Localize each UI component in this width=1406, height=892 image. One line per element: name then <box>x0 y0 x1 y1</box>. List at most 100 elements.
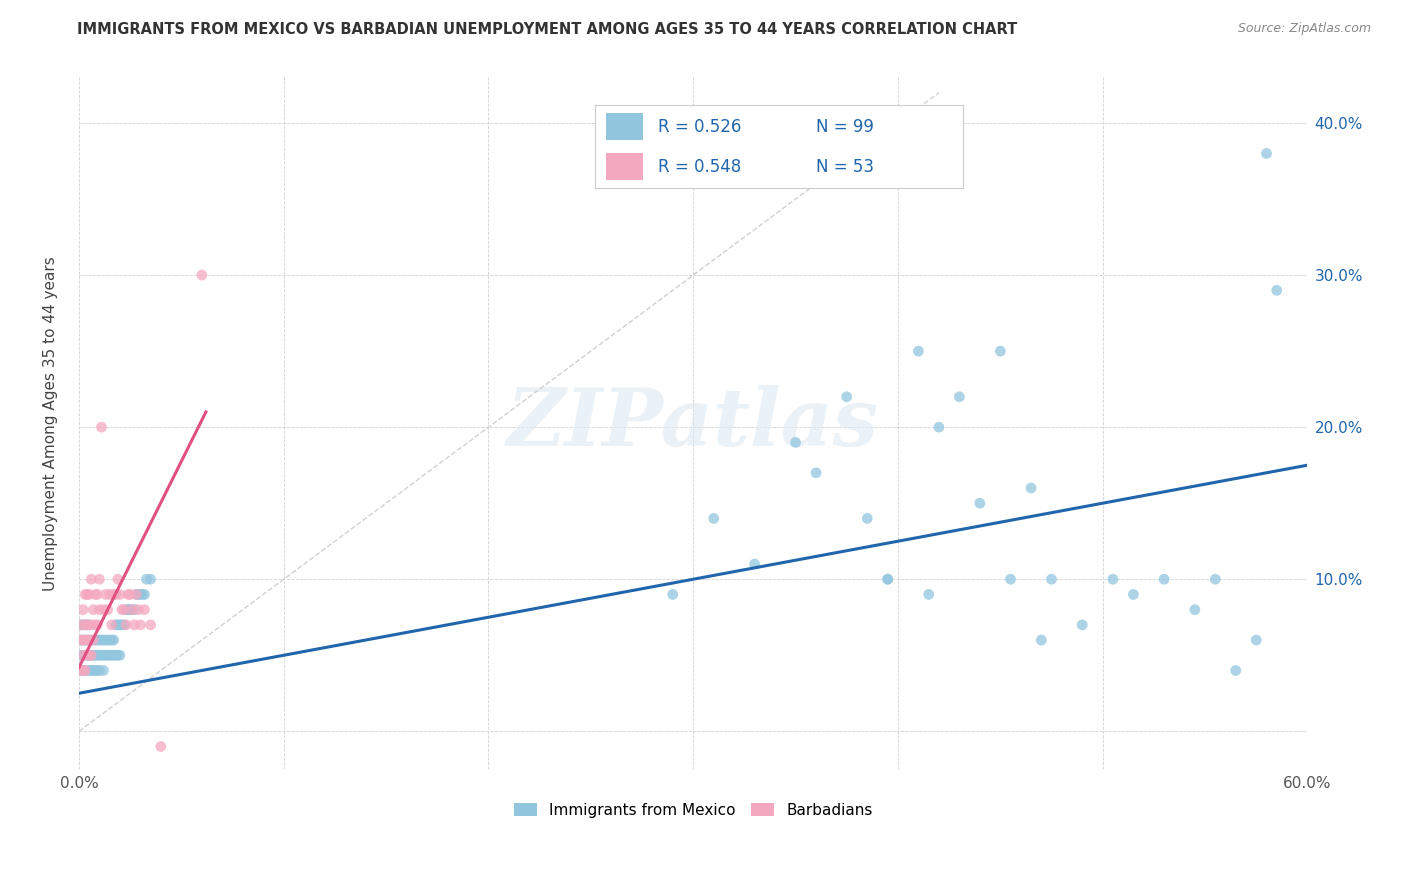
Point <box>856 511 879 525</box>
Point <box>84 618 107 632</box>
Point <box>107 572 129 586</box>
Point <box>86 648 108 663</box>
Point <box>111 602 134 616</box>
Point <box>127 602 149 616</box>
Point <box>77 633 100 648</box>
Point <box>139 618 162 632</box>
Point <box>84 633 107 648</box>
Point <box>1000 572 1022 586</box>
Point <box>129 587 152 601</box>
Point <box>97 633 120 648</box>
Point <box>1031 633 1053 648</box>
Point <box>70 633 93 648</box>
Point <box>135 572 157 586</box>
Point <box>72 648 94 663</box>
Legend: Immigrants from Mexico, Barbadians: Immigrants from Mexico, Barbadians <box>508 797 879 824</box>
Point <box>72 602 94 616</box>
Point <box>1153 572 1175 586</box>
Point <box>108 587 131 601</box>
Point <box>115 602 138 616</box>
Point <box>77 648 100 663</box>
Point <box>77 633 100 648</box>
Point <box>1244 633 1267 648</box>
Point <box>191 268 214 282</box>
Point <box>76 648 98 663</box>
Point <box>75 587 97 601</box>
Point <box>82 633 104 648</box>
Point <box>1265 283 1288 297</box>
Point <box>76 648 98 663</box>
Point <box>93 664 115 678</box>
Point <box>98 633 121 648</box>
Point <box>89 572 111 586</box>
Point <box>98 648 121 663</box>
Point <box>82 633 104 648</box>
Point <box>661 587 683 601</box>
Point <box>907 344 929 359</box>
Point <box>100 648 122 663</box>
Point <box>93 602 115 616</box>
Point <box>876 572 898 586</box>
Point <box>100 618 122 632</box>
Point <box>948 390 970 404</box>
Point <box>72 664 94 678</box>
Point <box>72 664 94 678</box>
Point <box>1122 587 1144 601</box>
Point <box>103 587 125 601</box>
Point <box>82 648 104 663</box>
Point <box>75 633 97 648</box>
Point <box>93 633 115 648</box>
Point <box>103 648 125 663</box>
Point <box>785 435 807 450</box>
Point <box>89 648 111 663</box>
Point <box>134 587 156 601</box>
Point <box>76 633 98 648</box>
Point <box>100 633 122 648</box>
Point <box>127 587 149 601</box>
Point <box>89 664 111 678</box>
Point <box>75 618 97 632</box>
Point <box>125 587 148 601</box>
Point <box>77 587 100 601</box>
Point <box>103 633 125 648</box>
Point <box>134 602 156 616</box>
Point <box>969 496 991 510</box>
Point <box>72 633 94 648</box>
Point <box>744 557 766 571</box>
Point <box>104 648 127 663</box>
Point <box>86 633 108 648</box>
Point <box>97 648 120 663</box>
Point <box>84 664 107 678</box>
Point <box>70 664 93 678</box>
Point <box>131 587 153 601</box>
Point <box>89 633 111 648</box>
Point <box>1040 572 1063 586</box>
Point <box>112 618 135 632</box>
Point <box>104 618 127 632</box>
Point <box>80 618 103 632</box>
Point <box>1204 572 1226 586</box>
Point <box>75 618 97 632</box>
Text: IMMIGRANTS FROM MEXICO VS BARBADIAN UNEMPLOYMENT AMONG AGES 35 TO 44 YEARS CORRE: IMMIGRANTS FROM MEXICO VS BARBADIAN UNEM… <box>77 22 1018 37</box>
Point <box>104 587 127 601</box>
Point <box>94 587 117 601</box>
Point <box>75 648 97 663</box>
Point <box>122 618 145 632</box>
Point <box>70 618 93 632</box>
Point <box>1071 618 1094 632</box>
Point <box>117 587 139 601</box>
Point <box>876 572 898 586</box>
Point <box>70 664 93 678</box>
Point <box>835 390 858 404</box>
Point <box>1225 664 1247 678</box>
Point <box>97 602 120 616</box>
Point <box>121 602 143 616</box>
Point <box>917 587 939 601</box>
Text: ZIPatlas: ZIPatlas <box>508 384 879 462</box>
Point <box>75 664 97 678</box>
Point <box>90 420 112 434</box>
Point <box>80 633 103 648</box>
Point <box>90 648 112 663</box>
Point <box>111 618 134 632</box>
Point <box>107 618 129 632</box>
